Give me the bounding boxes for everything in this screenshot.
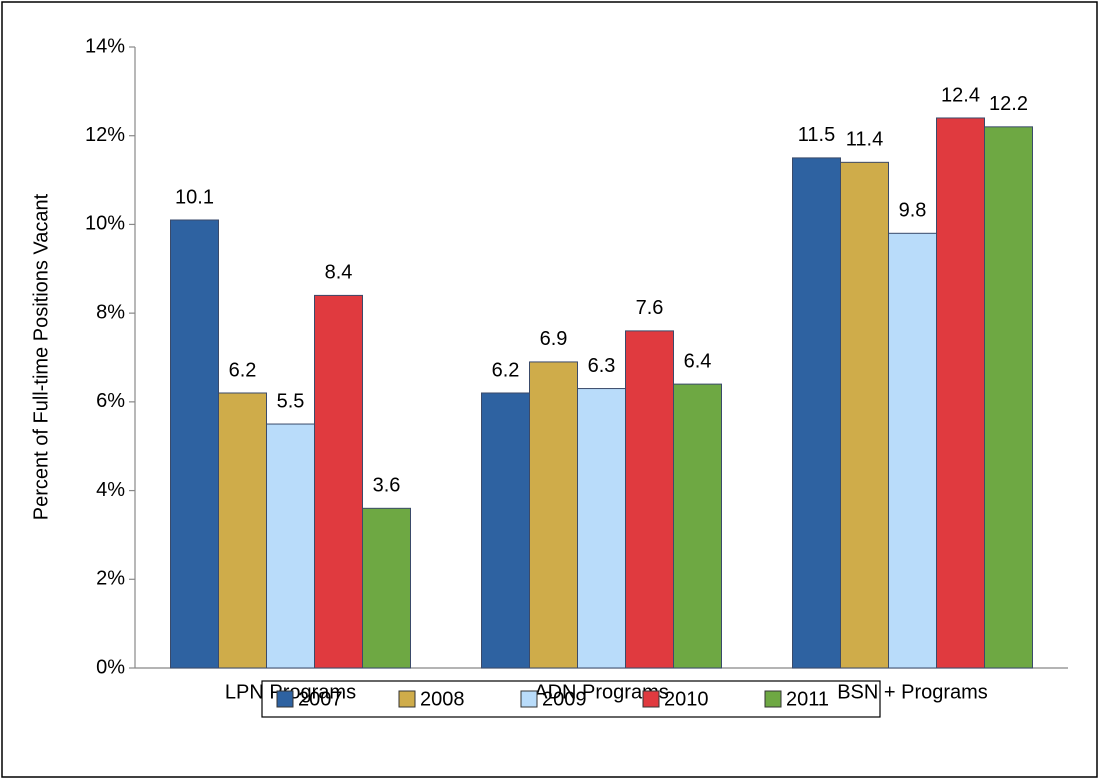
bar — [577, 388, 626, 669]
value-label: 12.4 — [941, 84, 980, 106]
legend-label: 2009 — [542, 688, 587, 710]
bar — [984, 126, 1033, 669]
x-tick-label: BSN + Programs — [837, 681, 988, 703]
y-tick-label: 0% — [96, 656, 125, 678]
y-tick-label: 10% — [85, 213, 125, 235]
value-label: 6.9 — [540, 328, 568, 350]
legend-label: 2011 — [786, 688, 829, 710]
legend-swatch — [398, 690, 416, 708]
value-label: 10.1 — [175, 186, 214, 208]
bar — [792, 157, 841, 669]
bar — [362, 507, 411, 669]
y-tick-label: 8% — [96, 301, 125, 323]
bar — [936, 117, 985, 669]
value-label: 7.6 — [636, 297, 664, 319]
value-label: 8.4 — [325, 262, 353, 284]
value-label: 3.6 — [373, 475, 401, 497]
y-tick-label: 6% — [96, 390, 125, 412]
value-label: 5.5 — [277, 390, 305, 412]
legend-swatch — [764, 690, 782, 708]
y-tick-label: 14% — [85, 35, 125, 57]
legend-label: 2010 — [664, 688, 709, 710]
value-label: 6.3 — [588, 355, 616, 377]
y-tick-label: 4% — [96, 479, 125, 501]
legend-swatch — [276, 690, 294, 708]
bar — [673, 383, 722, 669]
legend-label: 2007 — [298, 688, 343, 710]
x-tick-label: ADN Programs — [534, 681, 668, 703]
value-label: 6.4 — [684, 350, 712, 372]
value-label: 12.2 — [989, 93, 1028, 115]
bar — [266, 423, 315, 669]
value-label: 6.2 — [229, 359, 257, 381]
value-label: 6.2 — [492, 359, 520, 381]
y-tick-label: 2% — [96, 568, 125, 590]
value-label: 9.8 — [899, 200, 927, 222]
bar — [218, 392, 267, 669]
bar — [888, 232, 937, 669]
bar — [529, 361, 578, 669]
value-label: 11.4 — [846, 129, 883, 151]
bar — [314, 294, 363, 669]
legend-swatch — [642, 690, 660, 708]
legend-label: 2008 — [420, 688, 465, 710]
bar — [481, 392, 530, 669]
value-label: 11.5 — [798, 124, 835, 146]
legend-swatch — [520, 690, 538, 708]
bar — [625, 330, 674, 669]
bar — [170, 219, 219, 669]
bar — [840, 161, 889, 669]
y-tick-label: 12% — [85, 124, 125, 146]
y-axis-label: Percent of Full-time Positions Vacant — [30, 193, 52, 520]
